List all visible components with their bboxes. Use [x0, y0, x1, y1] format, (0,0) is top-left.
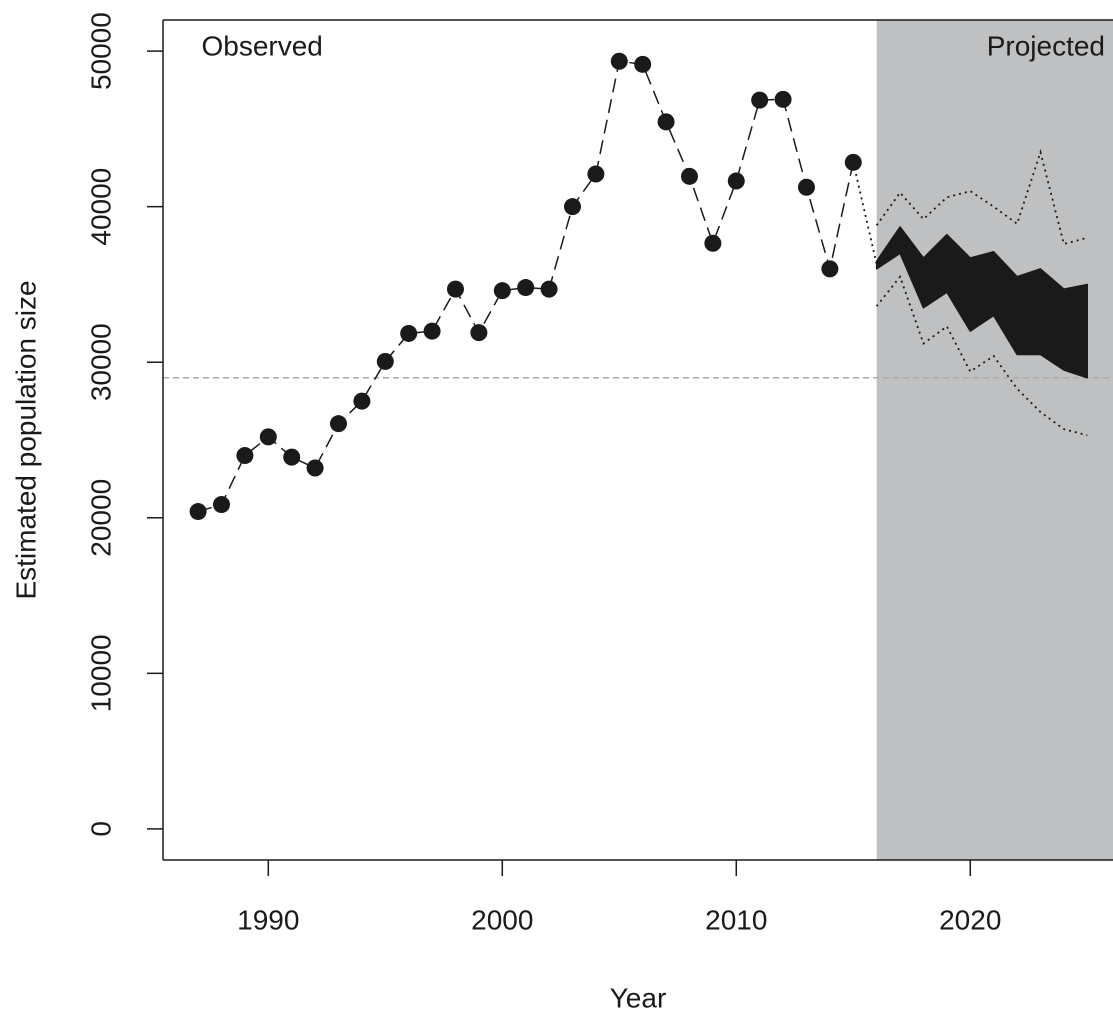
data-point [563, 198, 581, 216]
data-point [587, 165, 605, 183]
x-tick-label: 2010 [705, 904, 767, 935]
x-tick-label: 2000 [471, 904, 533, 935]
data-point [189, 503, 207, 521]
data-point [493, 282, 511, 300]
annotation: Observed [201, 30, 322, 61]
data-point [797, 178, 815, 196]
data-point [353, 392, 371, 410]
data-point [610, 52, 628, 70]
y-axis-label: Estimated population size [10, 280, 41, 599]
data-point [446, 280, 464, 298]
series-line [875, 148, 1088, 246]
y-tick-label: 20000 [85, 479, 116, 557]
data-point [400, 324, 418, 342]
data-point [727, 172, 745, 190]
data-point [540, 280, 558, 298]
data-point [774, 90, 792, 108]
series-line [197, 60, 855, 513]
data-point [680, 167, 698, 185]
data-point [634, 55, 652, 73]
data-point [329, 415, 347, 433]
annotation: Projected [987, 30, 1105, 61]
y-tick-label: 30000 [85, 323, 116, 401]
data-point [821, 260, 839, 278]
x-tick-label: 1990 [237, 904, 299, 935]
data-point [423, 322, 441, 340]
data-point [259, 428, 277, 446]
data-point [236, 447, 254, 465]
data-point [283, 448, 301, 466]
data-point [657, 113, 675, 131]
series-line [875, 274, 1088, 437]
y-tick-label: 40000 [85, 168, 116, 246]
data-point [376, 352, 394, 370]
projection-region [876, 20, 1113, 860]
y-tick-label: 10000 [85, 634, 116, 712]
x-tick-label: 2020 [939, 904, 1001, 935]
data-point [751, 91, 769, 109]
projection-band [875, 226, 1089, 379]
data-point [212, 496, 230, 514]
y-tick-label: 50000 [85, 12, 116, 90]
series-line [852, 162, 878, 265]
data-point [470, 324, 488, 342]
x-axis-label: Year [610, 982, 667, 1013]
data-point [306, 459, 324, 477]
data-point [517, 279, 535, 297]
y-tick-label: 0 [85, 821, 116, 837]
data-point [704, 234, 722, 252]
